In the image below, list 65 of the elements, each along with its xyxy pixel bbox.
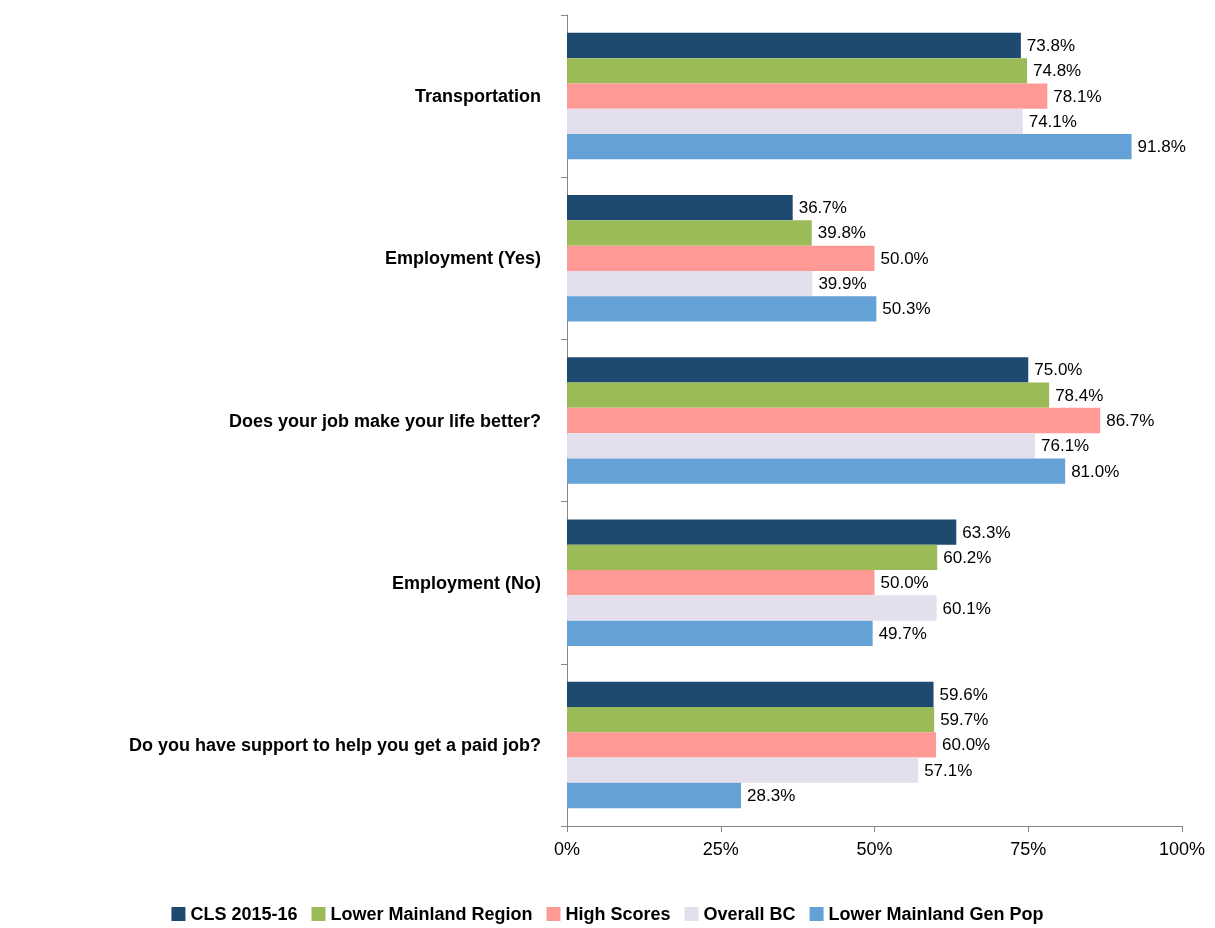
bar — [567, 407, 1101, 434]
data-label: 60.2% — [943, 547, 992, 567]
y-tick-label: Does your job make your life better? — [228, 410, 541, 431]
data-label: 50.0% — [880, 248, 929, 268]
bar — [567, 620, 873, 646]
y-tick-label: Employment (No) — [391, 572, 541, 593]
data-label: 60.1% — [942, 598, 991, 618]
x-tick-label: 0% — [553, 839, 581, 859]
data-label: 78.1% — [1053, 86, 1102, 106]
bar — [567, 296, 877, 322]
data-label: 39.8% — [817, 223, 866, 243]
data-label: 59.7% — [940, 710, 989, 730]
data-label: 74.1% — [1028, 111, 1077, 131]
x-tick-label: 75% — [1010, 839, 1047, 859]
bar — [567, 220, 812, 246]
bar — [567, 433, 1036, 459]
bar — [567, 357, 1029, 383]
data-label: 81.0% — [1071, 461, 1120, 481]
data-label: 36.7% — [798, 198, 847, 218]
bar — [567, 732, 936, 758]
x-tick-label: 100% — [1158, 839, 1206, 859]
data-label: 49.7% — [878, 623, 927, 643]
x-tick-label: 25% — [702, 839, 739, 859]
data-label: 50.3% — [882, 299, 931, 319]
x-tick-label: 50% — [856, 839, 893, 859]
bar — [567, 544, 938, 571]
bar — [567, 195, 793, 221]
bar — [567, 58, 1028, 84]
data-label: 57.1% — [924, 760, 973, 780]
bar — [567, 83, 1048, 109]
data-label: 86.7% — [1106, 411, 1155, 430]
data-label: 74.8% — [1033, 61, 1082, 81]
data-label: 78.4% — [1055, 385, 1104, 405]
legend-label: Lower Mainland Gen Pop — [828, 904, 1044, 924]
data-label: 60.0% — [942, 735, 991, 755]
y-tick-label: Employment (Yes) — [384, 248, 541, 269]
y-tick-label: Transportation — [414, 86, 541, 107]
bar — [567, 245, 875, 271]
legend-label: Lower Mainland Region — [330, 904, 533, 924]
data-label: 75.0% — [1034, 360, 1083, 380]
bar — [567, 681, 934, 707]
legend-label: High Scores — [565, 904, 671, 924]
data-label: 63.3% — [962, 522, 1011, 542]
legend-label: CLS 2015-16 — [190, 904, 298, 924]
data-label: 73.8% — [1026, 35, 1076, 55]
data-label: 28.3% — [747, 786, 796, 806]
data-label: 39.9% — [818, 274, 867, 294]
y-tick-label: Do you have support to help you get a paid job? — [128, 734, 541, 755]
data-label: 59.6% — [939, 684, 988, 704]
bar — [567, 782, 742, 809]
data-label: 76.1% — [1041, 436, 1090, 456]
bar — [567, 570, 875, 596]
bar — [567, 519, 957, 545]
bar — [567, 757, 919, 783]
data-label: 50.0% — [880, 573, 929, 593]
bar — [567, 458, 1066, 484]
bar — [567, 270, 813, 297]
bar — [567, 134, 1132, 160]
data-label: 91.8% — [1137, 137, 1186, 157]
bar — [567, 108, 1023, 135]
bar — [567, 595, 937, 621]
bar — [567, 706, 935, 733]
bar — [567, 32, 1021, 59]
legend-label: Overall BC — [703, 904, 796, 924]
bar — [567, 382, 1050, 408]
